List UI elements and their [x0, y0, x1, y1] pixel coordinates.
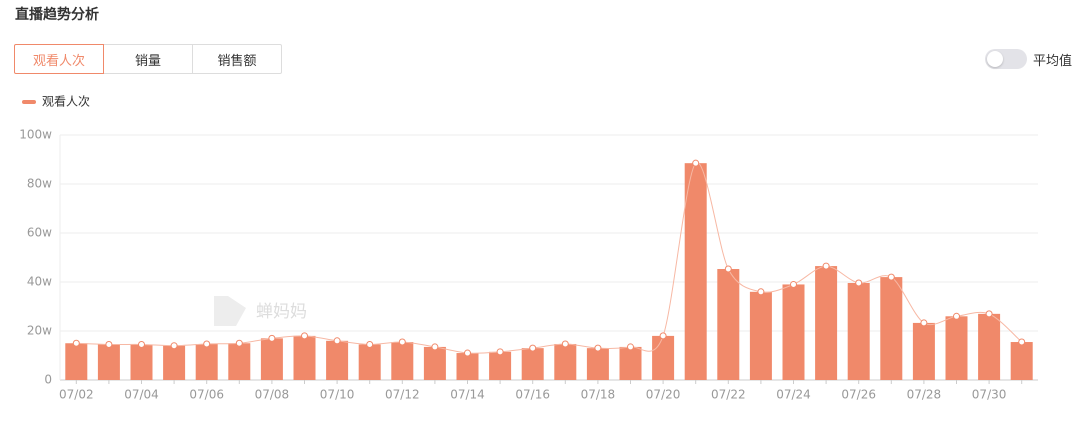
x-tick-label: 07/12 [385, 388, 420, 402]
x-tick-label: 07/06 [189, 388, 224, 402]
y-tick-label: 80w [27, 177, 52, 191]
bar [391, 342, 414, 380]
y-tick-label: 20w [27, 324, 52, 338]
bar [195, 343, 218, 380]
bar [880, 277, 903, 380]
bar [97, 344, 120, 380]
watermark: 蝉妈妈 [256, 302, 307, 322]
bar [228, 343, 251, 380]
bar [163, 345, 186, 380]
x-tick-label: 07/28 [907, 388, 942, 402]
bar [130, 344, 153, 380]
trend-point [561, 340, 569, 348]
bar [717, 269, 740, 380]
x-tick-label: 07/16 [515, 388, 550, 402]
y-tick-label: 60w [27, 226, 52, 240]
x-tick-label: 07/14 [450, 388, 485, 402]
x-tick-label: 07/10 [320, 388, 355, 402]
watermark-logo [214, 296, 246, 326]
x-tick-label: 07/18 [581, 388, 616, 402]
tab[interactable]: 销售额 [192, 44, 282, 74]
bar [326, 340, 349, 380]
bar [260, 338, 283, 380]
bar [652, 335, 675, 380]
toggle[interactable] [985, 49, 1027, 69]
trend-point [627, 343, 634, 351]
bar [358, 344, 381, 380]
x-tick-label: 07/26 [841, 388, 876, 402]
trend-point [790, 280, 797, 288]
trend-point [105, 340, 113, 348]
trend-point [594, 344, 602, 352]
bar [912, 322, 935, 380]
trend-point [724, 265, 732, 273]
trend-point [464, 349, 471, 357]
trend-point [268, 334, 276, 342]
bar [619, 346, 642, 380]
bar [489, 351, 512, 380]
bar [65, 343, 88, 380]
trend-point [398, 338, 406, 346]
trend-point [235, 339, 243, 347]
trend-point [138, 340, 145, 348]
trend-point [757, 288, 765, 296]
x-tick-label: 07/20 [646, 388, 681, 402]
trend-point [333, 337, 341, 345]
trend-point [953, 312, 960, 320]
bar [293, 335, 316, 380]
bar [554, 343, 577, 380]
x-tick-label: 07/04 [124, 388, 159, 402]
y-tick-label: 40w [27, 275, 52, 289]
section-title: 直播趋势分析 [15, 7, 99, 23]
trend-point [203, 340, 211, 348]
bar [684, 163, 707, 380]
trend-point [366, 340, 374, 348]
y-tick-label: 100w [19, 128, 52, 142]
x-tick-label: 07/30 [972, 388, 1007, 402]
bar [847, 282, 870, 380]
bar [586, 348, 609, 380]
bar [815, 266, 838, 380]
trend-point [496, 348, 504, 356]
y-tick-label: 0 [44, 373, 52, 387]
bar [945, 316, 968, 380]
trend-point [170, 342, 178, 350]
x-tick-label: 07/22 [711, 388, 746, 402]
legend-label: 观看人次 [42, 95, 90, 109]
trend-point [431, 343, 439, 351]
bar [1010, 342, 1033, 380]
trend-point [659, 332, 667, 340]
x-tick-label: 07/08 [255, 388, 290, 402]
bar [782, 284, 805, 380]
x-tick-label: 07/02 [59, 388, 94, 402]
x-tick-label: 07/24 [776, 388, 811, 402]
legend-swatch [22, 100, 36, 104]
trend-point [692, 159, 700, 167]
trend-point [855, 279, 863, 287]
bar [749, 291, 772, 380]
tab[interactable]: 观看人次 [14, 44, 104, 74]
toggle-knob [987, 51, 1003, 67]
tab-group: 观看人次 销量 销售额 [14, 44, 282, 74]
trend-point [301, 332, 308, 340]
bar [978, 313, 1001, 380]
trend-point [72, 339, 80, 347]
trend-point [822, 262, 830, 270]
trend-point [920, 319, 928, 327]
bar [423, 346, 446, 380]
trend-point [529, 344, 537, 352]
bar [521, 348, 544, 380]
bar [456, 353, 479, 380]
trend-point [985, 310, 993, 318]
trend-point [1018, 338, 1026, 346]
trend-point [887, 273, 895, 281]
toggle-label: 平均值 [1033, 54, 1073, 69]
